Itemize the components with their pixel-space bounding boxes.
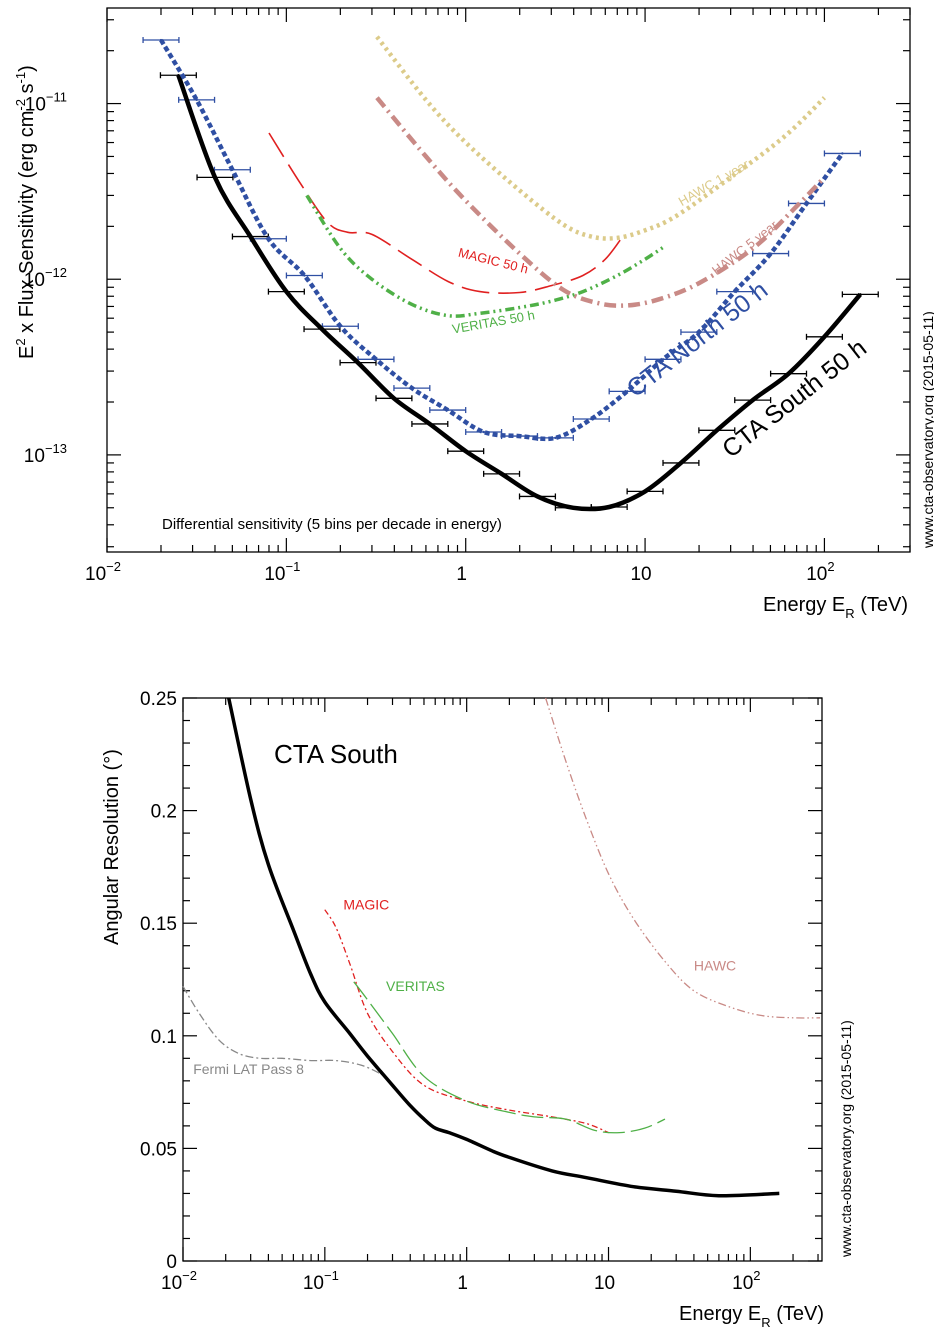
data-point	[554, 436, 557, 440]
series-line-veritas-50-h	[305, 194, 667, 318]
series-labels: MAGIC VERITAS HAWC Fermi LAT Pass 8	[193, 897, 736, 1077]
y-tick-label: 0	[166, 1252, 177, 1273]
chart-title: CTA South	[274, 739, 398, 769]
series-line-cta-south	[226, 697, 780, 1198]
series-line-cta-north-50-h	[159, 38, 845, 442]
y-tick-label: 10−11	[25, 90, 67, 116]
x-tick-exp: 2	[753, 1268, 760, 1283]
y-tick-label: 0.25	[140, 689, 177, 710]
x-tick-base: 10	[594, 1273, 615, 1294]
x-tick-base: 10	[732, 1273, 753, 1294]
x-tick-base: 10	[806, 564, 827, 585]
y-tick-exp: −12	[45, 265, 67, 280]
y-tick-label: 0.2	[151, 802, 177, 823]
watermark: www.cta-observatory.org (2015-05-11)	[920, 311, 934, 549]
y-tick-label: 0.05	[140, 1139, 177, 1160]
x-tick-base: 10	[303, 1273, 324, 1294]
series-line-magic-50-h	[268, 132, 624, 294]
series-label-magic-50-h: MAGIC 50 h	[457, 245, 530, 277]
series-lines	[159, 35, 863, 512]
x-tick-label: 102	[806, 559, 834, 585]
x-axis-title: Energy ER (TeV)	[763, 594, 908, 621]
y-tick-base: 10	[25, 95, 46, 116]
y-tick-exp: −11	[46, 90, 67, 105]
series-label-fermi-lat-pass-8: Fermi LAT Pass 8	[193, 1061, 304, 1077]
x-tick-exp: 2	[827, 559, 834, 574]
watermark: www.cta-observatory.org (2015-05-11)	[838, 1020, 854, 1258]
plot-frame	[182, 697, 823, 1262]
x-tick-exp: −1	[324, 1268, 339, 1283]
y-tick-label: 10−12	[24, 265, 67, 291]
x-tick-label: 10−1	[264, 559, 300, 585]
x-tick-label: 10	[630, 564, 651, 585]
y-tick-base: 10	[24, 270, 45, 291]
x-tick-base: 10	[85, 564, 106, 585]
x-tick-base: 10	[161, 1273, 182, 1294]
x-tick-label: 1	[456, 564, 467, 585]
x-tick-label: 10−1	[303, 1268, 339, 1294]
series-line-hawc-5-year	[375, 96, 827, 308]
series-label-cta-south-50-h: CTA South 50 h	[717, 334, 872, 464]
series-lines	[182, 697, 821, 1198]
series-label-magic: MAGIC	[343, 897, 389, 913]
x-tick-base: 1	[457, 1273, 468, 1294]
y-axis-title: Angular Resolution (°)	[101, 749, 123, 945]
series-label-cta-north-50-h: CTA North 50 h	[622, 276, 774, 403]
series-line-cta-south-50-h	[176, 74, 863, 512]
series-label-veritas: VERITAS	[386, 978, 445, 994]
x-tick-label: 10−2	[161, 1268, 197, 1294]
x-axis-title: Energy ER (TeV)	[679, 1303, 824, 1330]
x-tick-label: 10−2	[85, 559, 121, 585]
error-bars	[142, 37, 879, 511]
x-tick-exp: −1	[286, 559, 301, 574]
chart-note: Differential sensitivity (5 bins per dec…	[162, 516, 502, 533]
x-tick-base: 10	[264, 564, 285, 585]
series-line-fermi-lat-pass-8	[182, 985, 382, 1075]
series-label-hawc-5-year: HAWC 5 year	[709, 217, 781, 278]
series-line-hawc-1-year	[375, 35, 826, 241]
x-tick-label: 1	[457, 1273, 468, 1294]
y-tick-exp: −13	[45, 441, 67, 456]
x-tick-base: 10	[630, 564, 651, 585]
data-point	[841, 152, 844, 155]
plot-frame	[106, 7, 911, 553]
x-tick-label: 10	[594, 1273, 615, 1294]
y-tick-label: 10−13	[24, 441, 67, 467]
data-point	[482, 430, 485, 434]
x-tick-exp: −2	[182, 1268, 197, 1283]
x-tick-exp: −2	[106, 559, 121, 574]
y-tick-label: 0.1	[151, 1027, 177, 1048]
series-label-hawc-1-year: HAWC 1 year	[676, 156, 752, 209]
x-tick-base: 1	[456, 564, 467, 585]
series-label-hawc: HAWC	[694, 957, 736, 973]
x-tick-label: 102	[732, 1268, 760, 1294]
y-tick-label: 0.15	[140, 914, 177, 935]
y-axis-title: E2 x Flux Sensitivity (erg cm-2 s-1)	[13, 65, 38, 359]
y-tick-base: 10	[24, 446, 45, 467]
series-line-veritas	[353, 981, 666, 1134]
series-line-magic	[324, 909, 609, 1134]
series-line-hawc	[544, 697, 821, 1019]
